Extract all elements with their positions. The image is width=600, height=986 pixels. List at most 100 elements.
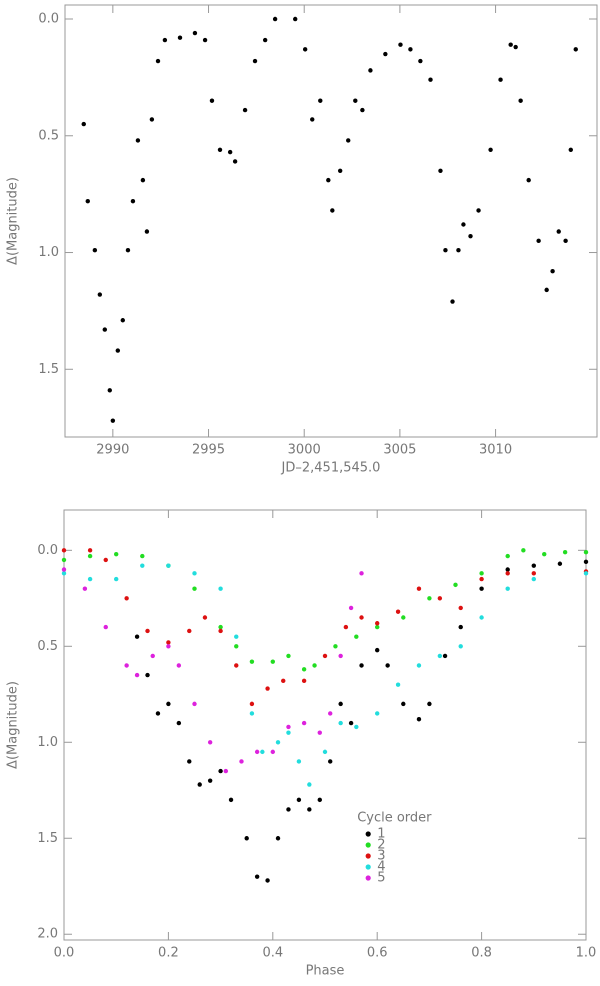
data-point	[458, 624, 463, 630]
data-point	[149, 117, 155, 122]
data-point	[249, 701, 255, 707]
data-point	[416, 663, 422, 668]
data-point	[557, 561, 563, 566]
x-tick-label: 2990	[96, 443, 129, 458]
x-tick-label: 3005	[383, 443, 416, 458]
data-point	[317, 730, 322, 735]
data-point	[234, 634, 239, 639]
data-point	[275, 836, 281, 841]
data-point	[427, 596, 432, 601]
data-point	[176, 720, 182, 726]
data-point	[568, 147, 573, 152]
data-point	[115, 348, 121, 353]
data-point	[359, 663, 364, 668]
data-point	[333, 644, 338, 649]
data-point	[401, 615, 406, 620]
data-point	[375, 711, 380, 716]
data-point	[87, 553, 93, 559]
data-point	[187, 628, 192, 634]
legend-marker	[365, 831, 371, 837]
panel: 0.0 0.2 0.4 0.6 0.8 1.0 0.0 0.5 1.0 1.5 2.0 Phase Δ(…	[6, 509, 596, 979]
y-tick-label: 0.0	[38, 12, 59, 27]
x-tick-label: 0.2	[158, 946, 179, 961]
data-point	[87, 576, 93, 582]
data-point	[130, 198, 136, 204]
data-point	[209, 98, 215, 103]
data-point	[437, 653, 443, 659]
data-point	[307, 807, 312, 812]
data-point	[395, 682, 401, 687]
data-point	[544, 287, 549, 293]
y-tick-label: 2.0	[37, 927, 58, 942]
data-point	[338, 720, 343, 726]
data-point	[505, 567, 510, 572]
data-point	[296, 797, 302, 803]
data-point	[479, 586, 484, 591]
x-axis-title: Phase	[306, 964, 345, 979]
data-point	[476, 208, 481, 213]
data-point	[518, 98, 523, 103]
data-point	[286, 730, 291, 735]
data-point	[416, 586, 422, 591]
data-point	[293, 16, 298, 22]
legend-marker	[365, 864, 371, 870]
data-point	[438, 168, 443, 173]
data-point	[531, 571, 536, 576]
data-point	[242, 107, 248, 113]
data-point	[310, 117, 315, 122]
data-point	[124, 596, 129, 601]
data-point	[249, 659, 255, 664]
legend-label: 4	[377, 860, 385, 875]
data-point	[275, 740, 281, 745]
data-point	[398, 42, 403, 47]
data-point	[542, 551, 547, 557]
data-point	[252, 58, 258, 64]
data-point	[281, 678, 286, 684]
data-point	[150, 653, 155, 659]
data-point	[177, 35, 183, 40]
data-point	[202, 37, 208, 43]
data-point	[107, 388, 112, 393]
data-point	[505, 586, 510, 591]
data-point	[103, 557, 108, 563]
data-point	[272, 16, 278, 22]
data-point	[187, 759, 192, 764]
data-point	[61, 557, 67, 563]
legend-marker	[365, 875, 371, 881]
data-point	[328, 759, 333, 764]
data-point	[301, 667, 307, 672]
data-point	[330, 208, 335, 213]
data-point	[134, 634, 140, 639]
data-point	[418, 58, 423, 64]
data-point	[192, 571, 197, 576]
legend-label: 3	[377, 849, 385, 864]
data-point	[427, 701, 432, 707]
data-point	[192, 586, 197, 591]
y-tick-label: 1.5	[37, 831, 58, 846]
data-point	[359, 615, 364, 620]
data-point	[318, 98, 323, 103]
y-tick-label: 1.0	[38, 245, 59, 260]
data-point	[338, 701, 343, 707]
data-point	[583, 550, 589, 555]
data-point	[337, 168, 343, 173]
data-point	[166, 640, 171, 645]
data-point	[140, 177, 146, 183]
data-point	[260, 749, 265, 755]
data-point	[286, 724, 291, 730]
legend-title: Cycle order	[357, 811, 432, 826]
y-tick-label: 0.0	[37, 543, 58, 558]
data-point	[322, 749, 328, 755]
data-point	[562, 550, 568, 555]
data-point	[513, 44, 518, 50]
x-tick-label: 2995	[192, 443, 225, 458]
data-point	[270, 749, 275, 755]
data-point	[488, 147, 493, 152]
data-point	[97, 292, 103, 297]
data-point	[395, 609, 401, 614]
data-point	[508, 42, 513, 47]
data-point	[583, 571, 589, 576]
data-point	[134, 672, 140, 678]
data-point	[437, 596, 443, 601]
data-point	[114, 551, 119, 557]
